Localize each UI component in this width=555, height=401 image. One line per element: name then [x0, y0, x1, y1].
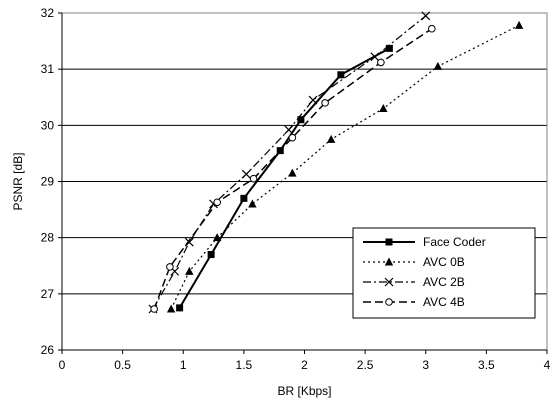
- data-point-avc-4b-3: [249, 174, 258, 183]
- x-tick-label-1.5: 1.5: [236, 358, 253, 372]
- y-tick-label-28: 28: [41, 231, 55, 245]
- x-tick-label-4: 4: [544, 358, 551, 372]
- tick-labels: 26 27 28 29 30 31 32 0 0.5 1 1.5 2 2.5 3 3.5 4: [41, 6, 551, 372]
- data-point-avc-4b-1: [166, 263, 174, 271]
- y-axis-label: PSNR [dB]: [11, 152, 25, 210]
- data-point-avc-0b-2: [213, 233, 222, 242]
- x-tick-label-2.5: 2.5: [357, 358, 374, 372]
- series-line-avc-0b: [170, 24, 520, 310]
- legend-label-face-coder: Face Coder: [423, 235, 486, 249]
- data-point-avc-0b-5: [326, 134, 336, 143]
- data-point-face-coder-4: [297, 116, 305, 124]
- legend-marker-avc-0b: [384, 257, 394, 266]
- legend: Face Coder AVC 0B AVC 2B AVC 4B: [352, 227, 536, 319]
- data-point-avc-4b-6: [377, 58, 385, 67]
- x-axis-label: BR [Kbps]: [277, 384, 331, 398]
- data-point-face-coder-2: [240, 194, 248, 202]
- data-point-face-coder-0: [176, 304, 184, 312]
- x-tick-label-0.5: 0.5: [114, 358, 131, 372]
- x-tick-label-3.5: 3.5: [478, 358, 495, 372]
- series-avc-4b: [150, 24, 436, 313]
- data-point-avc-4b-4: [288, 133, 297, 142]
- data-point-avc-0b-8: [514, 20, 524, 29]
- legend-marker-avc-4b: [385, 298, 393, 306]
- data-point-avc-0b-4: [288, 168, 297, 177]
- x-tick-label-2: 2: [301, 358, 308, 372]
- data-point-avc-0b-0: [166, 304, 176, 313]
- data-point-face-coder-6: [385, 44, 393, 52]
- data-point-avc-0b-1: [185, 266, 194, 275]
- legend-marker-face-coder: [385, 238, 393, 246]
- legend-label-avc-2b: AVC 2B: [423, 275, 465, 289]
- series-line-avc-4b: [153, 28, 433, 310]
- data-point-avc-0b-6: [379, 103, 388, 112]
- y-tick-label-31: 31: [41, 62, 55, 76]
- data-point-face-coder-1: [207, 251, 215, 259]
- y-tick-label-30: 30: [41, 118, 55, 132]
- data-point-avc-2b-7: [370, 52, 380, 62]
- y-tick-label-32: 32: [41, 6, 55, 20]
- series-group: [148, 11, 524, 314]
- data-point-avc-0b-7: [433, 61, 443, 70]
- x-tick-label-0: 0: [59, 358, 66, 372]
- y-tick-label-26: 26: [41, 343, 55, 357]
- data-point-avc-4b-2: [213, 198, 221, 207]
- data-point-avc-2b-5: [284, 125, 294, 135]
- data-point-avc-4b-0: [150, 305, 158, 313]
- legend-label-avc-0b: AVC 0B: [423, 255, 465, 269]
- x-tick-label-3: 3: [422, 358, 429, 372]
- y-tick-label-29: 29: [41, 175, 55, 189]
- data-point-avc-2b-4: [241, 169, 251, 179]
- data-point-avc-2b-8: [421, 11, 431, 21]
- data-point-avc-4b-7: [428, 24, 436, 33]
- data-point-face-coder-5: [337, 71, 345, 79]
- data-point-avc-0b-3: [248, 199, 257, 208]
- x-tick-label-1: 1: [180, 358, 187, 372]
- data-point-avc-4b-5: [321, 99, 329, 107]
- legend-label-avc-4b: AVC 4B: [423, 295, 465, 309]
- data-point-avc-2b-6: [308, 95, 318, 105]
- legend-marker-avc-2b: [384, 277, 394, 287]
- series-avc-0b: [166, 20, 524, 313]
- y-tick-label-27: 27: [41, 287, 55, 301]
